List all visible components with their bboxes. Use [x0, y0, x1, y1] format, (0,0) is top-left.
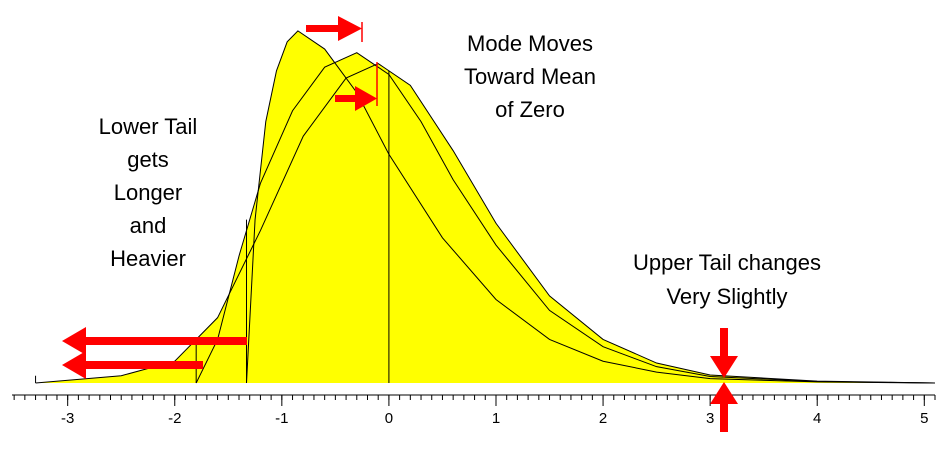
arrow	[720, 328, 728, 358]
plot: -3 -2 -1 0 1 2 3 4 5	[12, 30, 936, 427]
annotation: Toward Mean	[464, 64, 596, 89]
arrow	[84, 337, 247, 345]
annotation: Longer	[114, 180, 183, 205]
x-tick-label: 3	[706, 410, 714, 427]
arrow	[62, 327, 86, 355]
arrow	[62, 351, 86, 379]
annotation: Lower Tail	[99, 114, 198, 139]
x-tick-label: -1	[275, 410, 288, 427]
annotation: Very Slightly	[666, 284, 787, 309]
annotation: of Zero	[495, 97, 565, 122]
area	[246, 30, 935, 383]
annotation: and	[130, 213, 167, 238]
x-tick-label: 0	[385, 410, 393, 427]
arrow	[306, 25, 340, 32]
x-tick-label: 1	[492, 410, 500, 427]
arrow	[335, 95, 357, 102]
line	[35, 62, 936, 384]
arrow	[84, 361, 203, 369]
x-tick-label: 2	[599, 410, 607, 427]
x-tick-label: 4	[813, 410, 821, 427]
arrows	[62, 16, 738, 432]
arrow	[710, 356, 738, 378]
annotation: Mode Moves	[467, 31, 593, 56]
x-tick-label: -3	[61, 410, 74, 427]
annotation: Upper Tail changes	[633, 250, 821, 275]
arrow	[355, 86, 377, 111]
x-tick-label: -2	[168, 410, 181, 427]
x-tick-label: 5	[920, 410, 928, 427]
annotation: Heavier	[110, 246, 186, 271]
arrow	[338, 16, 362, 41]
arrow	[720, 402, 728, 432]
line	[195, 52, 936, 384]
annotation: gets	[127, 147, 169, 172]
arrow	[710, 382, 738, 404]
